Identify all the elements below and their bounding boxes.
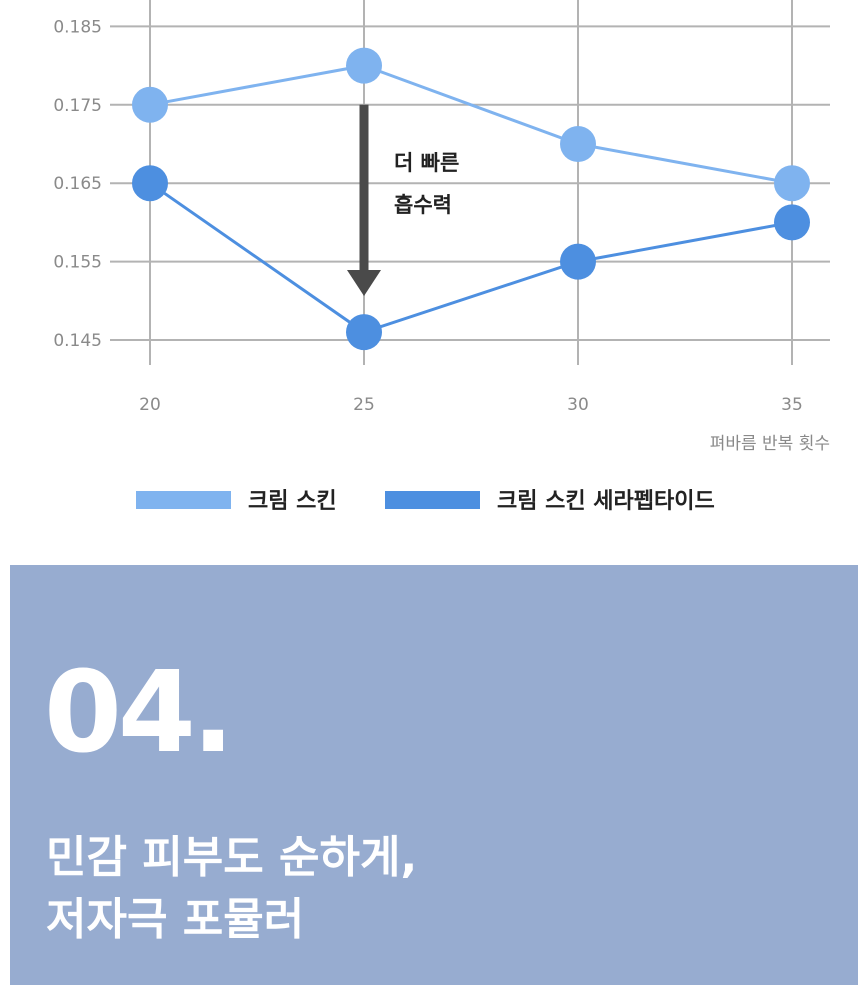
- chart-grid: [110, 0, 830, 365]
- legend-label-cream-skin-serapeptide: 크림 스킨 세라펩타이드: [497, 489, 715, 514]
- series-2-point: [346, 314, 382, 351]
- series-1-point: [346, 47, 382, 84]
- annotation-text-line-2: 흡수력: [394, 193, 452, 217]
- series-line-2: [149, 181, 793, 334]
- section-banner: 04. 민감 피부도 순하게, 저자극 포뮬러: [10, 565, 858, 985]
- y-tick-label: 0.145: [53, 331, 102, 351]
- line-chart: 0.145 0.155 0.165 0.175 0.185 20 25 30 35 펴바름 반복…: [53, 0, 830, 514]
- series-line-1: [149, 64, 793, 185]
- series-1-point: [560, 126, 596, 162]
- annotation-text-line-1: 더 빠른: [394, 151, 459, 175]
- tick-labels: 0.145 0.155 0.165 0.175 0.185 20 25 30 35: [53, 17, 802, 415]
- chart-legend: 크림 스킨 크림 스킨 세라펩타이드: [136, 489, 715, 514]
- series-1-point: [774, 165, 810, 202]
- x-tick-label: 35: [781, 395, 803, 415]
- section-title-line-2: 저자극 포뮬러: [46, 894, 305, 945]
- series-2-point: [132, 165, 168, 202]
- section-title-line-1: 민감 피부도 순하게,: [46, 832, 418, 883]
- series-lines: [149, 64, 793, 334]
- x-axis-title: 펴바름 반복 횟수: [710, 434, 830, 454]
- y-tick-label: 0.175: [53, 96, 102, 116]
- series-2-point: [774, 204, 810, 241]
- series-1-point: [132, 86, 168, 123]
- legend-label-cream-skin: 크림 스킨: [248, 489, 337, 514]
- annotation-arrow-head: [347, 269, 381, 296]
- legend-swatch-cream-skin: [136, 491, 231, 509]
- section-title: 민감 피부도 순하게, 저자극 포뮬러: [46, 827, 417, 951]
- legend-swatch-cream-skin-serapeptide: [385, 491, 480, 509]
- annotation: 더 빠른 흡수력: [347, 104, 459, 296]
- x-tick-label: 30: [567, 395, 589, 415]
- x-tick-label: 20: [139, 395, 161, 415]
- section-number: 04.: [44, 648, 234, 778]
- y-tick-label: 0.185: [53, 17, 102, 37]
- x-tick-label: 25: [353, 395, 375, 415]
- series-points: [132, 47, 810, 351]
- series-2-point: [560, 243, 596, 280]
- y-tick-label: 0.155: [53, 253, 102, 273]
- y-tick-label: 0.165: [53, 174, 102, 194]
